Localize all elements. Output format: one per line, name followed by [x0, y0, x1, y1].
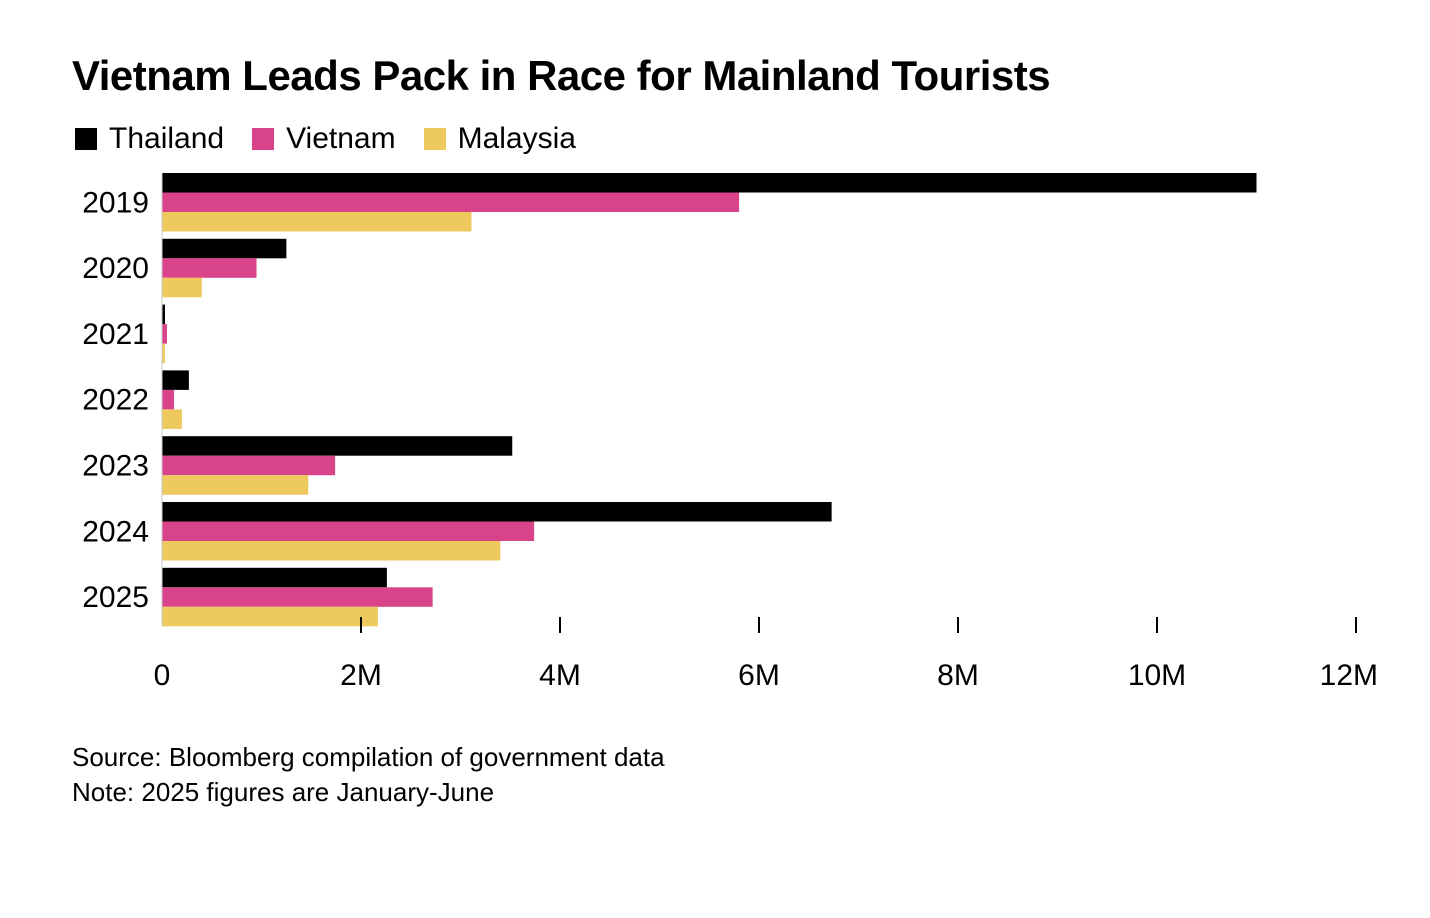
bar-malaysia-2025 — [162, 606, 378, 627]
bar-vietnam-2023 — [162, 455, 336, 476]
chart-title: Vietnam Leads Pack in Race for Mainland … — [72, 52, 1051, 99]
x-tick-label-2M: 2M — [340, 659, 382, 692]
bar-malaysia-2024 — [162, 541, 501, 561]
category-label-2019: 2019 — [82, 186, 149, 219]
bar-malaysia-2022 — [162, 409, 182, 429]
legend-item-malaysia: Malaysia — [423, 122, 576, 156]
bar-thailand-2025 — [162, 567, 387, 588]
bar-malaysia-2019 — [162, 212, 472, 232]
category-label-2022: 2022 — [82, 384, 149, 417]
category-label-2021: 2021 — [82, 318, 149, 351]
category-label-2024: 2024 — [82, 515, 149, 548]
x-tick-label-12M: 12M — [1320, 659, 1378, 692]
x-tick-label-4M: 4M — [539, 659, 581, 692]
legend-item-thailand: Thailand — [75, 122, 224, 156]
bar-vietnam-2019 — [162, 192, 740, 212]
bar-thailand-2024 — [162, 502, 832, 522]
bar-malaysia-2023 — [162, 475, 309, 495]
bar-vietnam-2024 — [162, 521, 535, 541]
x-tick-label-6M: 6M — [738, 659, 780, 692]
bar-thailand-2022 — [162, 370, 189, 390]
source-note: Source: Bloomberg compilation of governm… — [72, 742, 665, 772]
bar-thailand-2021 — [162, 304, 165, 325]
legend-label-thailand: Thailand — [109, 122, 225, 155]
bar-thailand-2019 — [162, 173, 1257, 193]
x-tick-label-0: 0 — [154, 659, 171, 692]
x-tick-label-8M: 8M — [937, 659, 979, 692]
legend-label-malaysia: Malaysia — [457, 122, 576, 155]
bar-malaysia-2021 — [162, 343, 165, 364]
category-label-2023: 2023 — [82, 449, 149, 482]
legend-item-vietnam: Vietnam — [252, 122, 396, 156]
bar-malaysia-2020 — [162, 277, 202, 298]
x-tick-label-10M: 10M — [1128, 659, 1186, 692]
footer-notes: Source: Bloomberg compilation of governm… — [72, 740, 665, 810]
footnote: Note: 2025 figures are January-June — [72, 777, 495, 807]
legend-label-vietnam: Vietnam — [286, 122, 396, 155]
bar-vietnam-2021 — [162, 324, 167, 344]
bar-vietnam-2025 — [162, 587, 433, 607]
legend: Thailand Vietnam Malaysia — [75, 122, 576, 156]
legend-swatch-vietnam — [252, 128, 275, 150]
bar-thailand-2023 — [162, 436, 513, 456]
legend-swatch-malaysia — [423, 128, 446, 150]
category-label-2025: 2025 — [82, 581, 149, 614]
bar-vietnam-2022 — [162, 389, 174, 410]
bar-thailand-2020 — [162, 238, 287, 259]
bar-vietnam-2020 — [162, 258, 257, 278]
legend-swatch-thailand — [75, 128, 97, 150]
category-label-2020: 2020 — [82, 252, 149, 285]
